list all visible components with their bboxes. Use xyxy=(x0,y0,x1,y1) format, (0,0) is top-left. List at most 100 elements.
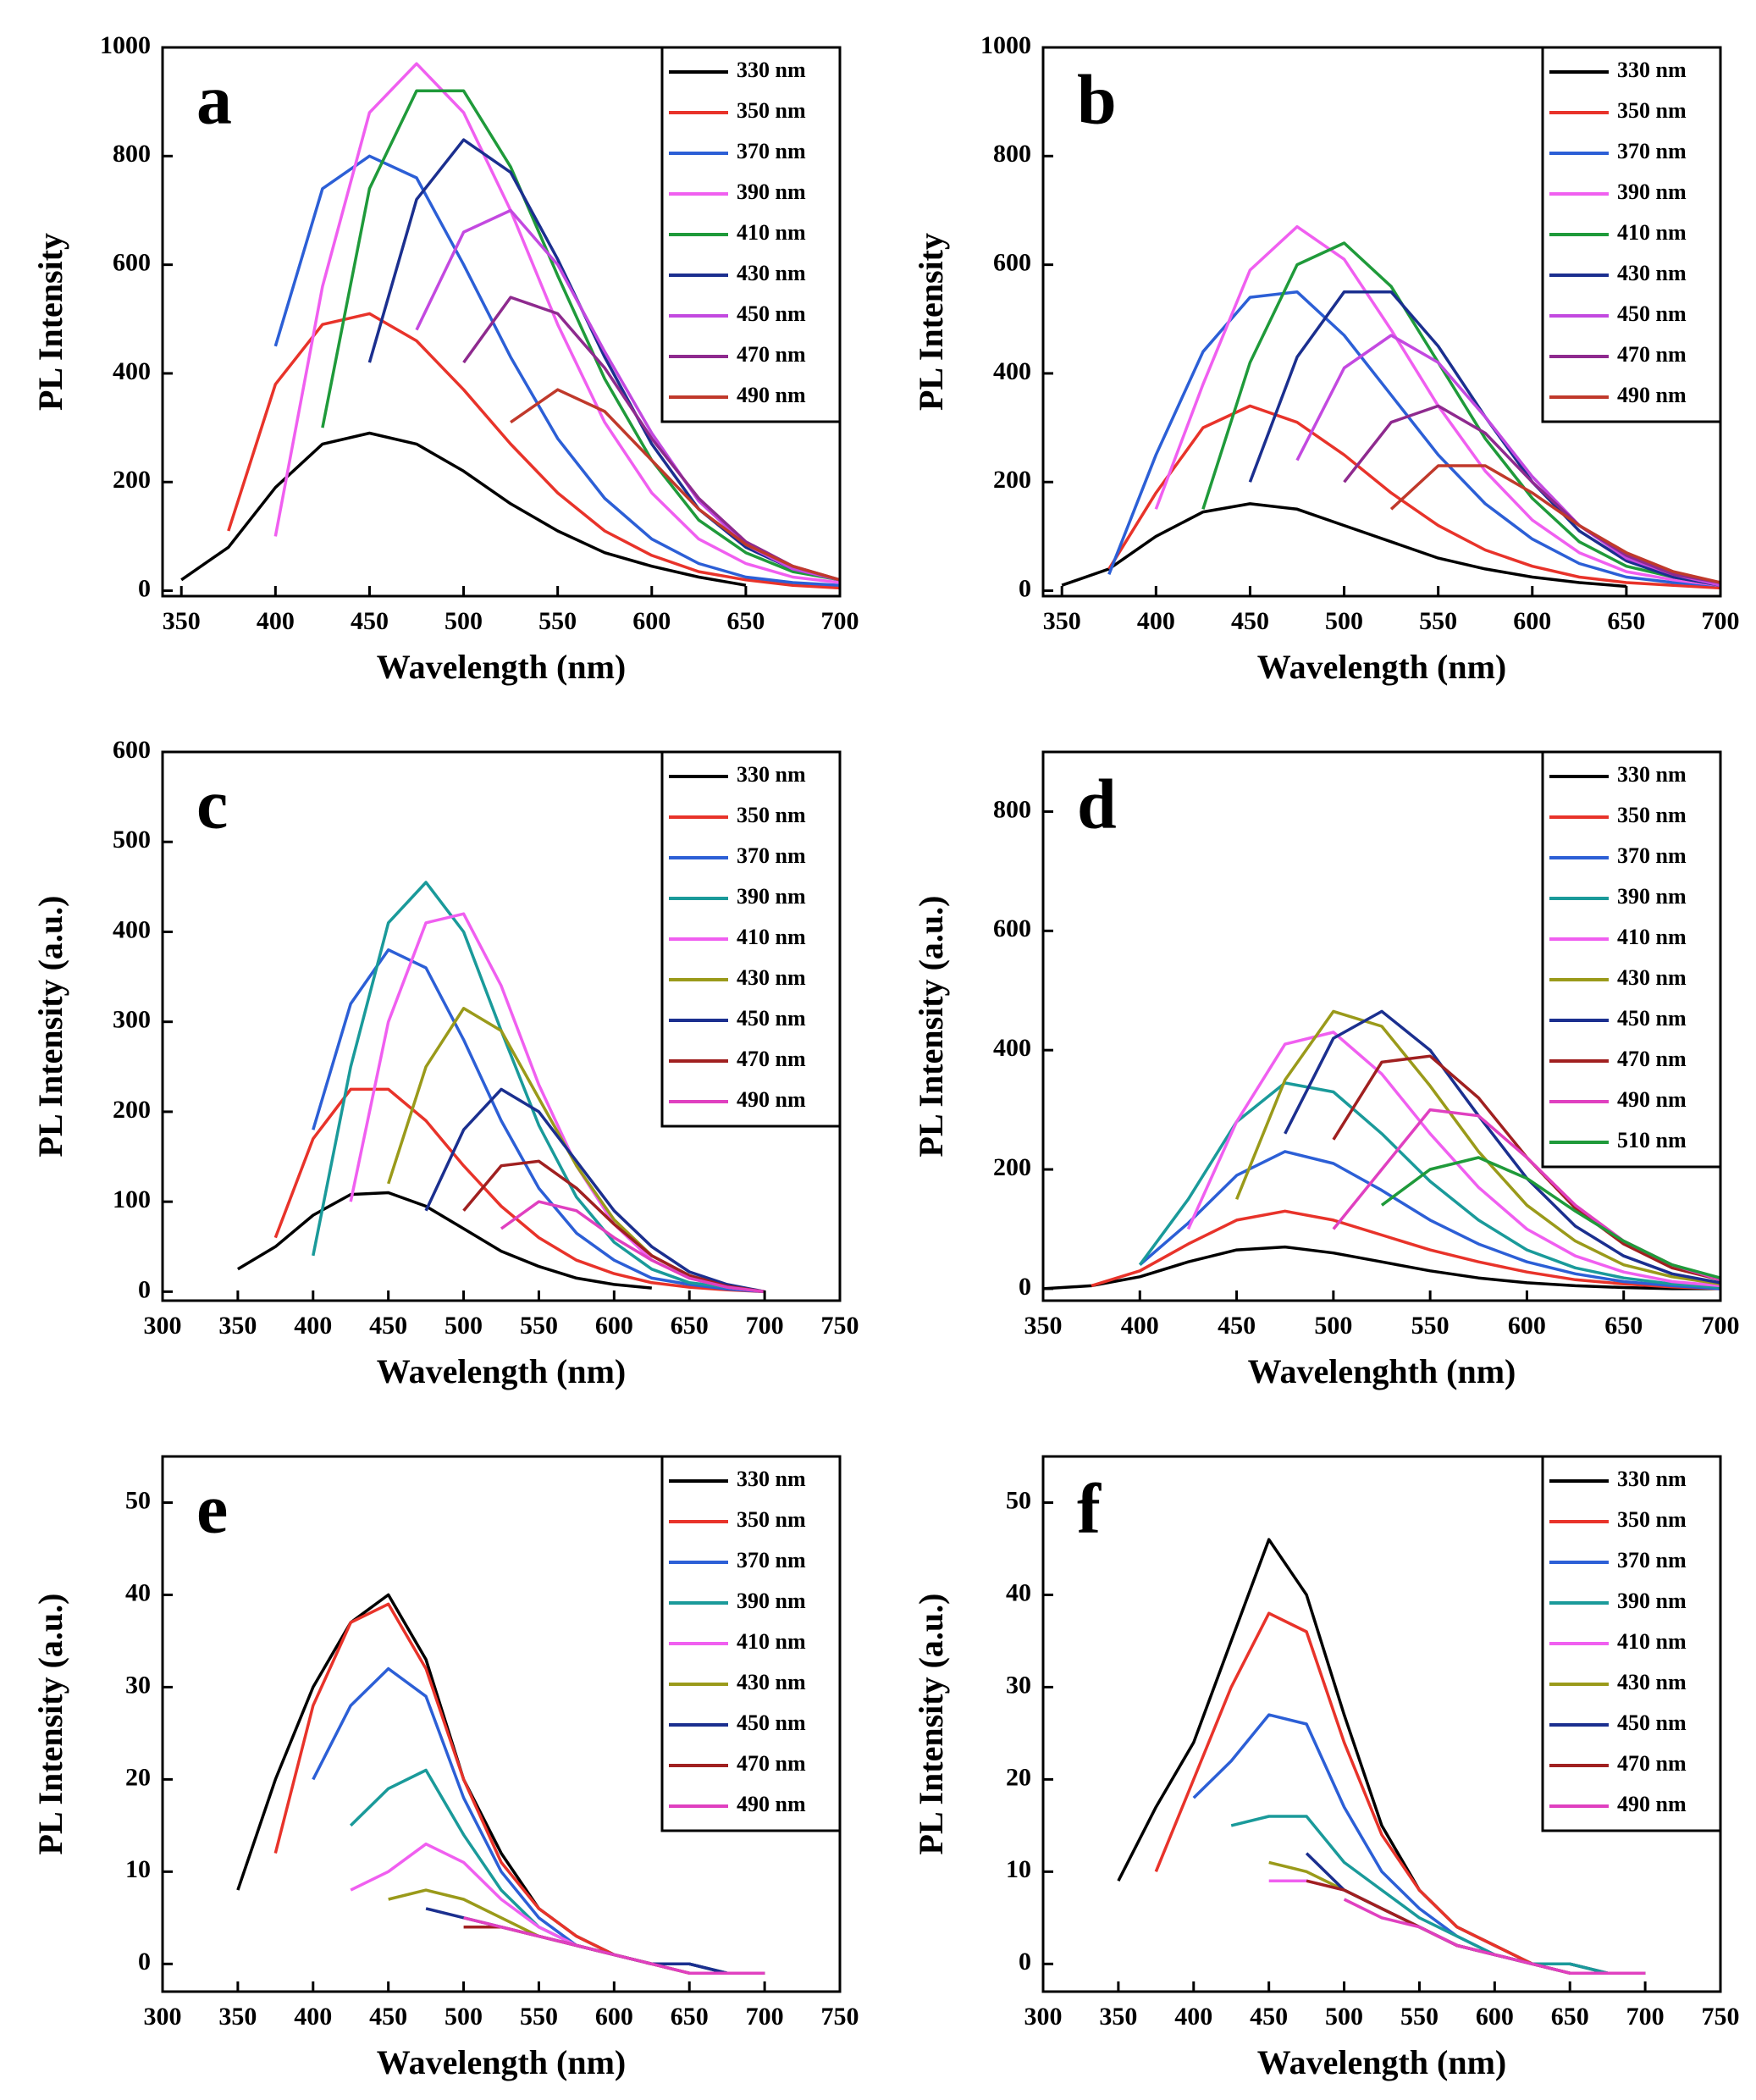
panel: 350 400 450 500 550 600 650 700 0 200 400 600 800 Wav… xyxy=(912,750,1740,1390)
x-tick-label: 400 xyxy=(1137,607,1175,635)
y-tick-label: 50 xyxy=(1006,1486,1031,1514)
x-tick-label: 650 xyxy=(1607,607,1645,635)
legend-label: 330 nm xyxy=(1617,58,1687,82)
legend-label: 430 nm xyxy=(737,261,806,285)
y-tick-label: 100 xyxy=(113,1185,151,1213)
y-tick-label: 40 xyxy=(125,1578,151,1606)
y-axis-label: PL Intensity xyxy=(31,233,69,411)
x-axis-label: Wavelength (nm) xyxy=(1257,2043,1506,2081)
x-tick-label: 650 xyxy=(726,607,765,635)
legend-label: 350 nm xyxy=(1617,803,1687,827)
y-axis-label: PL Intensity (a.u.) xyxy=(912,896,950,1158)
spectrum-line xyxy=(312,881,765,1294)
y-tick-label: 400 xyxy=(993,1034,1031,1062)
x-tick-label: 450 xyxy=(1218,1312,1256,1340)
x-tick-label: 350 xyxy=(1043,607,1081,635)
legend-label: 330 nm xyxy=(1617,762,1687,787)
legend-label: 410 nm xyxy=(1617,925,1687,949)
spectrum-line xyxy=(388,1888,765,1975)
spectrum-line xyxy=(425,1907,765,1975)
y-tick-label: 600 xyxy=(993,915,1031,942)
x-tick-label: 350 xyxy=(163,607,201,635)
legend-label: 430 nm xyxy=(1617,261,1687,285)
x-tick-label: 300 xyxy=(1024,2003,1063,2031)
x-tick-label: 300 xyxy=(144,1312,182,1340)
x-tick-label: 550 xyxy=(1400,2003,1438,2031)
legend-label: 470 nm xyxy=(1617,342,1687,367)
legend-label: 450 nm xyxy=(737,301,806,326)
spectrum-line xyxy=(180,431,747,587)
spectrum-line xyxy=(1139,1150,1721,1290)
y-tick-label: 200 xyxy=(993,466,1031,494)
legend-label: 330 nm xyxy=(737,1467,806,1491)
legend-label: 490 nm xyxy=(1617,1087,1687,1112)
legend-label: 390 nm xyxy=(1617,180,1687,204)
x-tick-label: 750 xyxy=(1702,2003,1740,2031)
x-axis-label: Wavelenghth (nm) xyxy=(1248,1352,1516,1390)
x-tick-label: 500 xyxy=(445,1312,483,1340)
x-tick-label: 550 xyxy=(1419,607,1457,635)
x-tick-label: 450 xyxy=(1231,607,1269,635)
x-tick-label: 400 xyxy=(1174,2003,1212,2031)
x-tick-label: 700 xyxy=(746,2003,784,2031)
spectrum-line xyxy=(463,1925,765,1975)
y-tick-label: 800 xyxy=(993,140,1031,168)
legend-label: 370 nm xyxy=(1617,1548,1687,1572)
panel-label: f xyxy=(1077,1469,1102,1548)
legend-label: 350 nm xyxy=(1617,1507,1687,1532)
y-tick-label: 200 xyxy=(113,466,151,494)
spectrum-line xyxy=(350,1842,765,1975)
y-axis-label: PL Intensity (a.u.) xyxy=(912,1594,950,1855)
panel-label: c xyxy=(196,765,228,843)
y-tick-label: 20 xyxy=(1006,1763,1031,1791)
legend-label: 350 nm xyxy=(737,1507,806,1532)
spectrum-line xyxy=(1042,1245,1720,1290)
legend-label: 390 nm xyxy=(1617,1589,1687,1613)
x-tick-label: 650 xyxy=(671,2003,709,2031)
x-tick-label: 350 xyxy=(218,1312,257,1340)
y-tick-label: 200 xyxy=(993,1153,1031,1181)
legend-label: 430 nm xyxy=(737,1670,806,1694)
spectrum-line xyxy=(321,89,841,582)
spectrum-line xyxy=(1343,1898,1646,1975)
legend-label: 470 nm xyxy=(737,1047,806,1071)
spectrum-line xyxy=(1343,404,1721,584)
y-tick-label: 1000 xyxy=(100,31,151,59)
y-tick-label: 0 xyxy=(138,574,151,602)
legend-label: 470 nm xyxy=(737,342,806,367)
legend-label: 410 nm xyxy=(737,925,806,949)
legend-label: 470 nm xyxy=(1617,1751,1687,1776)
y-tick-label: 30 xyxy=(125,1671,151,1699)
y-tick-label: 10 xyxy=(1006,1855,1031,1883)
y-tick-label: 800 xyxy=(993,795,1031,823)
x-axis-label: Wavelength (nm) xyxy=(377,648,626,686)
y-tick-label: 0 xyxy=(1019,574,1031,602)
panel: 300 350 400 450 500 550 600 650 700 750 0 10 20 30 40 5… xyxy=(912,1455,1740,2081)
x-tick-label: 750 xyxy=(821,2003,859,2031)
legend-label: 370 nm xyxy=(1617,139,1687,163)
x-tick-label: 700 xyxy=(1702,1312,1740,1340)
legend-label: 410 nm xyxy=(1617,220,1687,245)
x-tick-label: 750 xyxy=(821,1312,859,1340)
panel-label: b xyxy=(1077,60,1117,139)
y-tick-label: 200 xyxy=(113,1096,151,1124)
y-tick-label: 800 xyxy=(113,140,151,168)
legend-label: 350 nm xyxy=(1617,98,1687,123)
spectrum-line xyxy=(1234,1009,1721,1286)
spectrum-line xyxy=(273,154,841,587)
legend-label: 390 nm xyxy=(737,884,806,909)
legend-label: 450 nm xyxy=(737,1710,806,1735)
y-tick-label: 0 xyxy=(1019,1273,1031,1301)
x-tick-label: 600 xyxy=(595,2003,633,2031)
spectrum-line xyxy=(1107,404,1721,590)
spectrum-line xyxy=(510,388,841,582)
x-tick-label: 550 xyxy=(520,2003,558,2031)
x-tick-label: 600 xyxy=(1508,1312,1546,1340)
panel: 300 350 400 450 500 550 600 650 700 750 0 100 200 300… xyxy=(31,736,859,1390)
x-tick-label: 500 xyxy=(1325,607,1363,635)
x-tick-label: 600 xyxy=(1476,2003,1514,2031)
x-tick-label: 400 xyxy=(257,607,295,635)
spectrum-line xyxy=(1284,1009,1721,1285)
panel-label: d xyxy=(1077,765,1117,843)
x-tick-label: 700 xyxy=(746,1312,784,1340)
